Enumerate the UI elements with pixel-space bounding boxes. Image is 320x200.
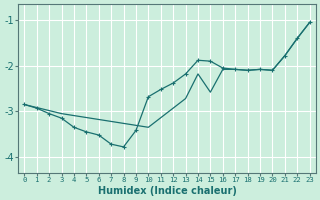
X-axis label: Humidex (Indice chaleur): Humidex (Indice chaleur)	[98, 186, 236, 196]
